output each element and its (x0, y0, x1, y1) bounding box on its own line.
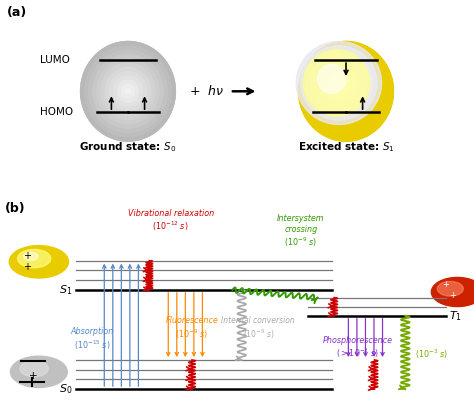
Text: $(10^{-3}$ s$)$: $(10^{-3}$ s$)$ (415, 348, 448, 361)
Ellipse shape (303, 50, 370, 116)
Text: HOMO: HOMO (40, 107, 73, 117)
Text: Intersystem
crossing
$(10^{-9}$ s$)$: Intersystem crossing $(10^{-9}$ s$)$ (277, 214, 325, 249)
Ellipse shape (93, 54, 163, 128)
Ellipse shape (332, 76, 346, 90)
Ellipse shape (85, 46, 171, 137)
Ellipse shape (24, 252, 38, 261)
Ellipse shape (101, 63, 155, 120)
Text: $S_1$: $S_1$ (59, 283, 72, 297)
Ellipse shape (301, 46, 377, 120)
Ellipse shape (18, 249, 51, 268)
Ellipse shape (97, 59, 159, 124)
Ellipse shape (296, 42, 382, 124)
Text: $+$: $+$ (449, 290, 456, 300)
Text: Internal conversion
$(10^{-9}$ s$)$: Internal conversion $(10^{-9}$ s$)$ (221, 317, 295, 341)
Ellipse shape (121, 85, 135, 98)
Text: (b): (b) (5, 203, 26, 215)
Ellipse shape (299, 42, 393, 141)
Ellipse shape (305, 50, 373, 116)
Ellipse shape (89, 50, 167, 132)
Text: $+$: $+$ (23, 261, 32, 271)
Ellipse shape (314, 59, 364, 107)
Ellipse shape (81, 42, 175, 141)
Text: LUMO: LUMO (40, 55, 70, 65)
Ellipse shape (431, 277, 474, 307)
Ellipse shape (319, 63, 359, 103)
Text: (a): (a) (7, 6, 27, 19)
Ellipse shape (299, 42, 393, 141)
Text: Fluorescence
$(10^{-9}$ s$)$: Fluorescence $(10^{-9}$ s$)$ (165, 317, 219, 341)
Ellipse shape (323, 68, 355, 98)
Ellipse shape (126, 89, 130, 94)
Ellipse shape (310, 55, 368, 111)
Ellipse shape (318, 64, 346, 93)
Ellipse shape (437, 281, 464, 296)
Ellipse shape (118, 80, 138, 103)
Text: $T_1$: $T_1$ (449, 309, 462, 322)
Text: Vibrational relaxation
$(10^{-12}$ s$)$: Vibrational relaxation $(10^{-12}$ s$)$ (128, 209, 214, 233)
Text: $+$: $+$ (442, 279, 449, 289)
Ellipse shape (113, 76, 143, 107)
Ellipse shape (81, 42, 175, 141)
Ellipse shape (109, 72, 147, 111)
Text: Excited state: $S_1$: Excited state: $S_1$ (298, 140, 394, 154)
Ellipse shape (20, 361, 48, 377)
Ellipse shape (105, 67, 151, 115)
Ellipse shape (328, 72, 350, 94)
Text: Phosphorescence
$(> 10^{-3}$ s$)$: Phosphorescence $(> 10^{-3}$ s$)$ (323, 336, 393, 360)
Text: $+$: $+$ (28, 370, 38, 381)
Text: Ground state: $S_0$: Ground state: $S_0$ (79, 140, 177, 154)
Ellipse shape (337, 81, 341, 85)
Text: $S_0$: $S_0$ (59, 382, 72, 396)
Text: $+$: $+$ (23, 250, 32, 261)
Text: Absorption
$(10^{-15}$ s$)$: Absorption $(10^{-15}$ s$)$ (71, 327, 114, 352)
Ellipse shape (10, 356, 67, 388)
Text: $+$  $h\nu$: $+$ $h\nu$ (189, 84, 224, 98)
Ellipse shape (9, 246, 69, 278)
